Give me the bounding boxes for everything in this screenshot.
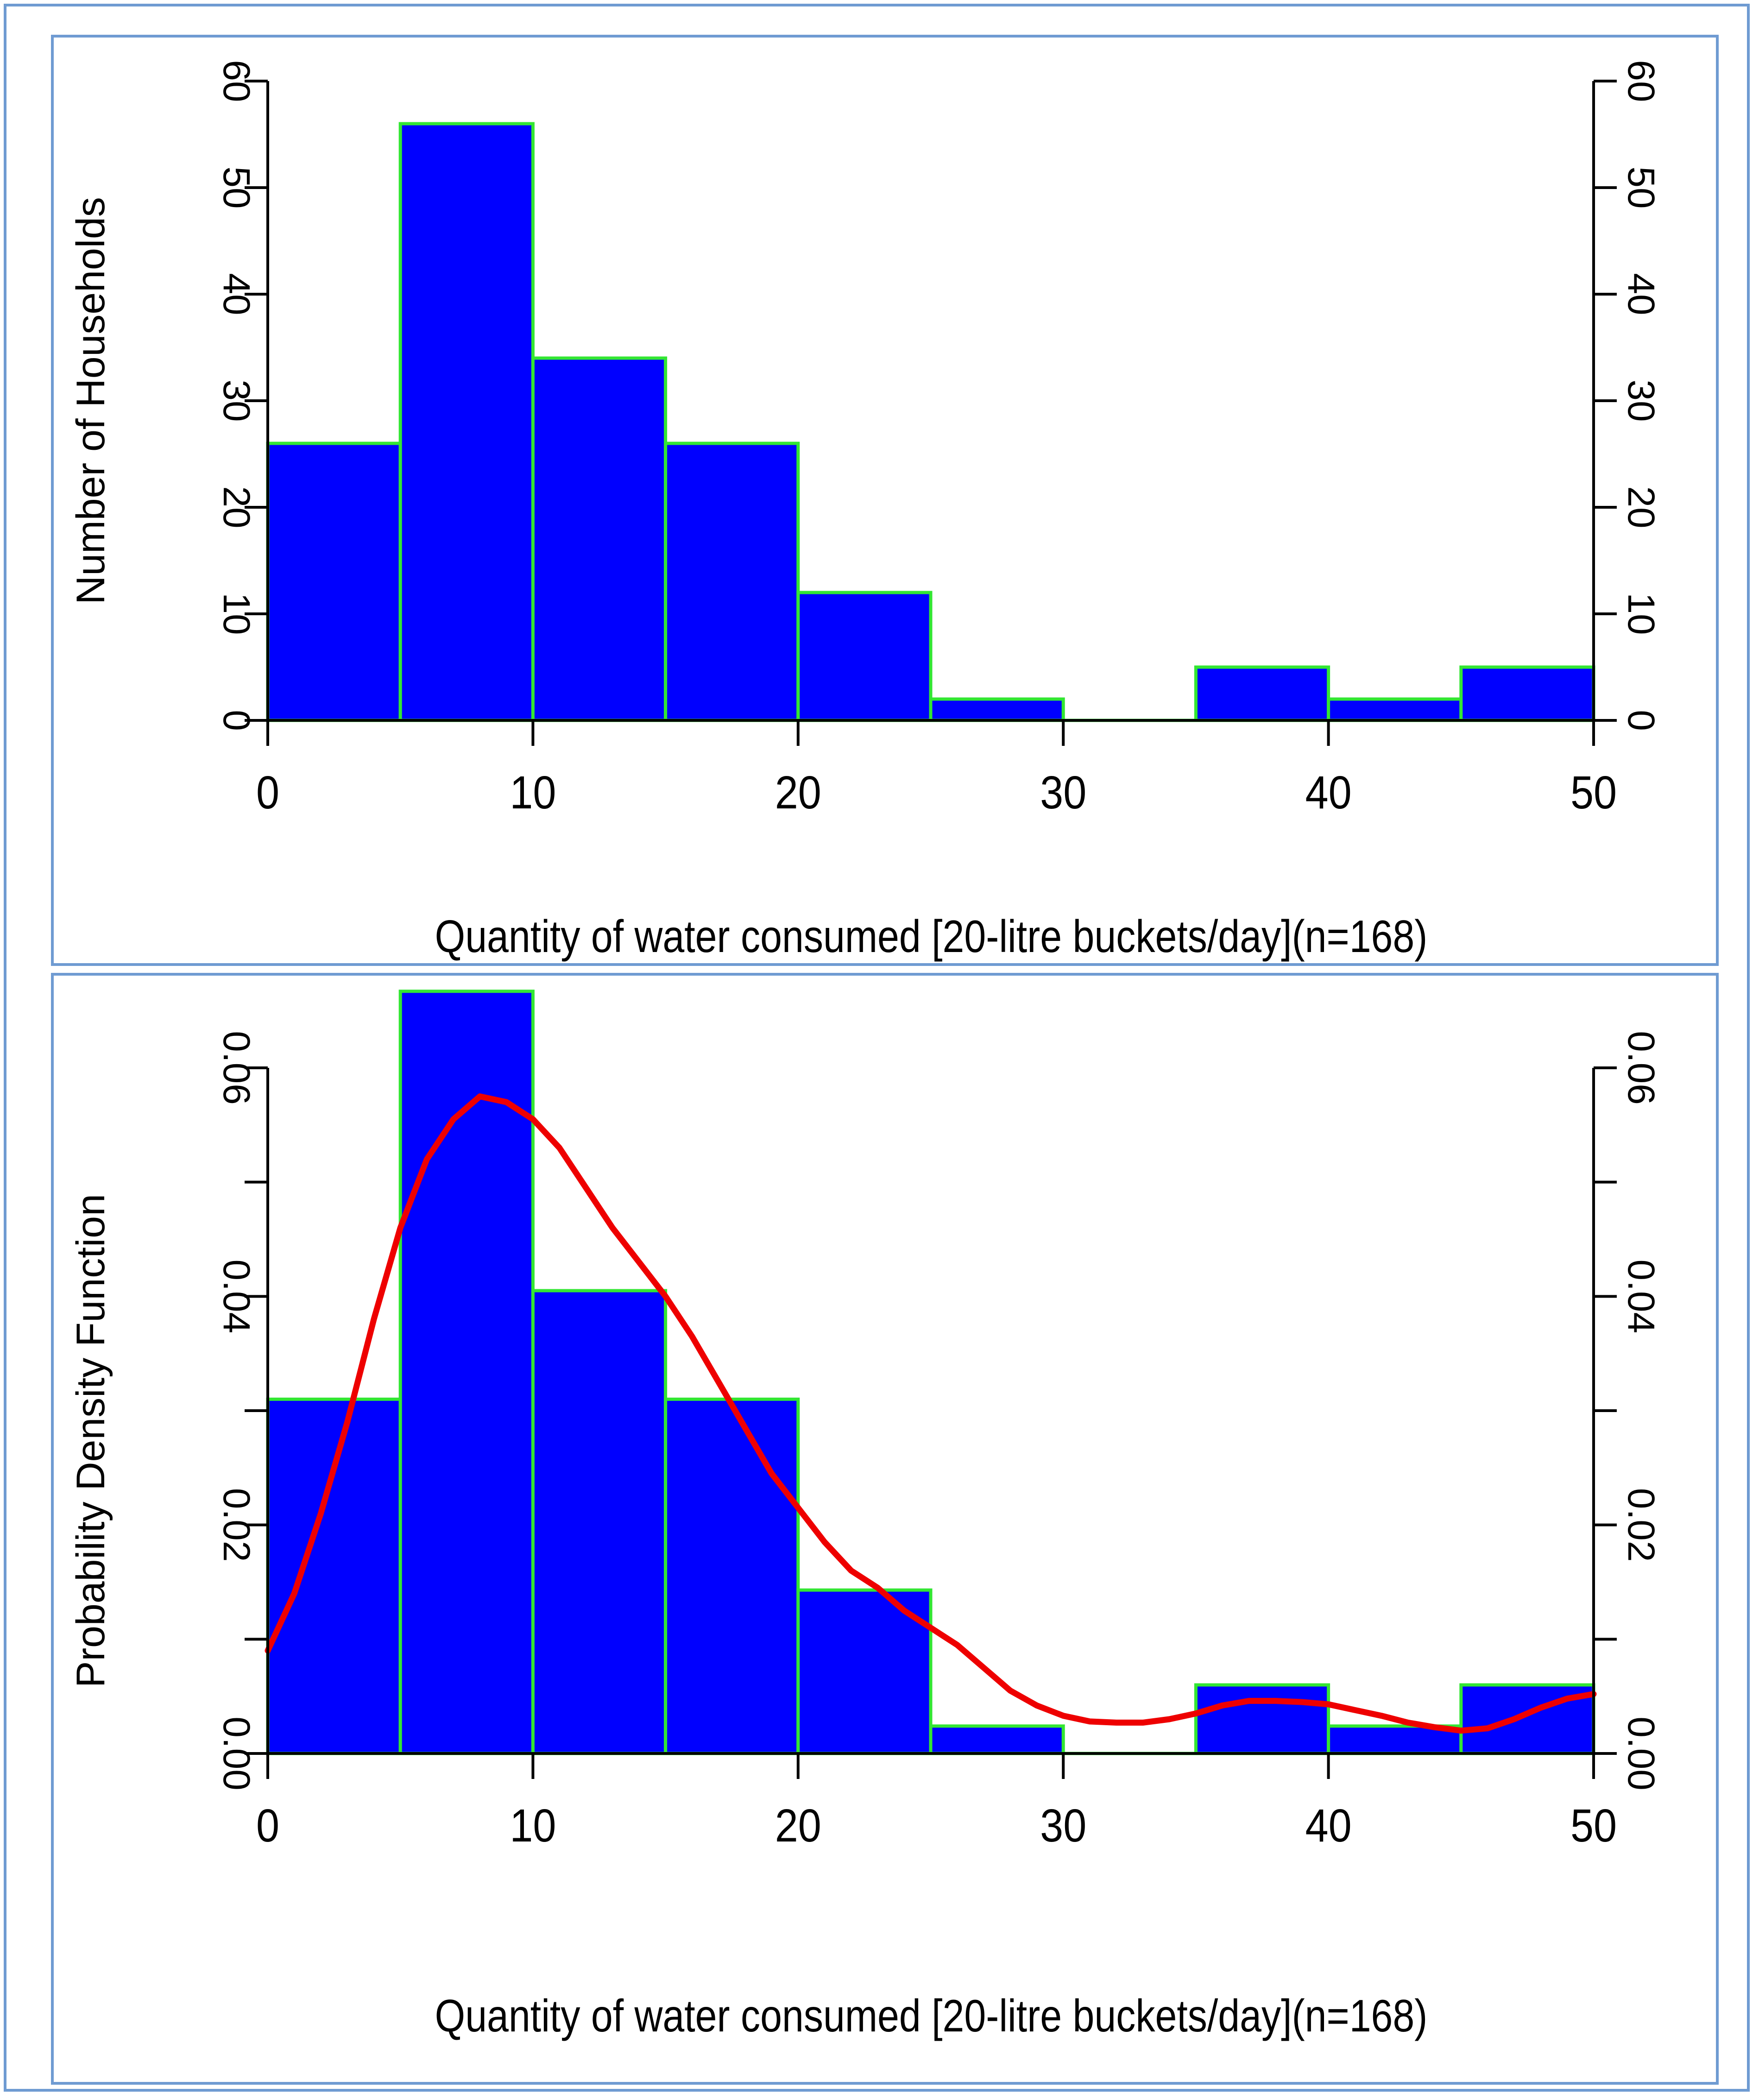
count-y-tick-label-right: 40 — [1620, 273, 1662, 315]
count-x-tick-label: 50 — [1570, 767, 1617, 819]
density-density-curve — [265, 1093, 1597, 1734]
count-bar — [1194, 665, 1330, 722]
count-bar — [1327, 697, 1463, 722]
count-x-tick-label: 20 — [775, 767, 821, 819]
count-y-tick-label-right: 60 — [1620, 60, 1662, 102]
density-chart-y-axis-label: Probability Density Function — [69, 1194, 113, 1688]
count-y-tick-label-right: 30 — [1620, 379, 1662, 422]
density-bar — [266, 1397, 402, 1755]
count-bar — [266, 441, 402, 722]
density-bar — [398, 990, 535, 1755]
count-y-tick-label-right: 10 — [1620, 593, 1662, 635]
density-y-tick-label-right: 0.00 — [1620, 1716, 1662, 1791]
count-x-tick-label: 0 — [256, 767, 279, 819]
density-y-tick-label-left: 0.06 — [215, 1031, 258, 1105]
count-y-tick-label-left: 50 — [215, 166, 258, 208]
count-bar — [664, 441, 800, 722]
count-y-tick-label-left: 30 — [215, 379, 258, 422]
density-x-tick-label: 20 — [775, 1800, 821, 1852]
count-y-tick-label-left: 10 — [215, 593, 258, 635]
density-x-tick-label: 10 — [510, 1800, 556, 1852]
count-bar — [1459, 665, 1595, 722]
count-y-tick-label-left: 20 — [215, 486, 258, 528]
count-bar — [398, 122, 535, 722]
figure-frame — [4, 4, 1750, 2092]
count-y-tick-label-right: 50 — [1620, 166, 1662, 208]
count-y-tick-label-left: 40 — [215, 273, 258, 315]
density-bar — [664, 1397, 800, 1755]
count-x-tick-label: 40 — [1305, 767, 1352, 819]
count-bar — [929, 697, 1065, 722]
density-y-tick-label-left: 0.02 — [215, 1488, 258, 1562]
density-y-tick-label-right: 0.06 — [1620, 1031, 1662, 1105]
density-bar — [1194, 1683, 1330, 1755]
count-chart-x-axis-label: Quantity of water consumed [20-litre buc… — [435, 911, 1428, 962]
density-chart-x-axis-label: Quantity of water consumed [20-litre buc… — [435, 1991, 1428, 2041]
count-bar — [531, 356, 668, 722]
count-bar — [796, 591, 933, 722]
count-y-tick-label-right: 0 — [1620, 710, 1662, 731]
density-histogram-chart: Quantity of water consumed [20-litre buc… — [69, 990, 1662, 2041]
density-y-tick-label-left: 0.00 — [215, 1716, 258, 1791]
density-y-tick-label-right: 0.02 — [1620, 1488, 1662, 1562]
density-bar — [531, 1289, 668, 1755]
count-x-tick-label: 10 — [510, 767, 556, 819]
density-y-tick-label-left: 0.04 — [215, 1260, 258, 1334]
count-y-tick-label-left: 60 — [215, 60, 258, 102]
count-histogram-chart: Quantity of water consumed [20-litre buc… — [69, 60, 1662, 962]
density-x-tick-label: 30 — [1040, 1800, 1086, 1852]
density-y-tick-label-right: 0.04 — [1620, 1260, 1662, 1334]
density-bar — [796, 1588, 933, 1755]
count-y-tick-label-right: 20 — [1620, 486, 1662, 528]
count-chart-y-axis-label: Number of Households — [69, 197, 113, 605]
density-bar — [929, 1724, 1065, 1755]
count-y-tick-label-left: 0 — [215, 710, 258, 731]
density-x-tick-label: 50 — [1570, 1800, 1617, 1852]
count-x-tick-label: 30 — [1040, 767, 1086, 819]
density-x-tick-label: 40 — [1305, 1800, 1352, 1852]
density-x-tick-label: 0 — [256, 1800, 279, 1852]
